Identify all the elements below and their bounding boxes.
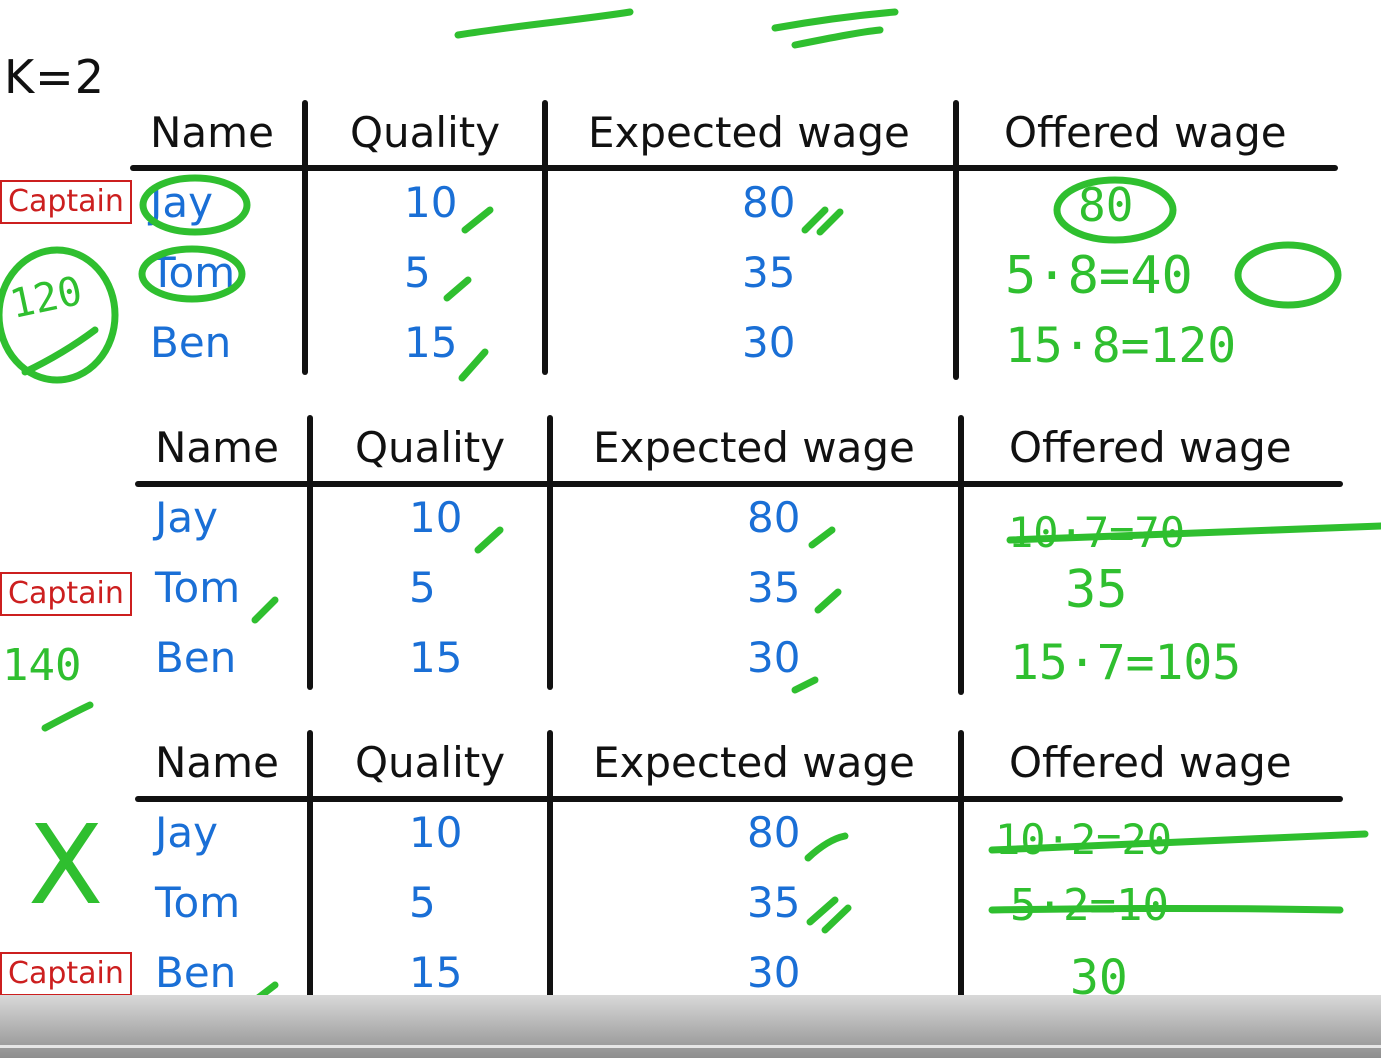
- name-cell: Tom: [155, 563, 241, 612]
- name-cell: Ben: [150, 318, 232, 367]
- header-offered-wage: Offered wage: [1004, 108, 1287, 157]
- k-label: K=2: [4, 50, 105, 104]
- header-quality: Quality: [355, 423, 506, 472]
- quality-cell: 5: [404, 248, 431, 297]
- ink-underline: [791, 26, 884, 49]
- ink-underline: [454, 8, 634, 39]
- ink-check: [21, 326, 99, 376]
- offered-wage-cell: 15·7=105: [1010, 635, 1242, 691]
- header-name: Name: [155, 423, 279, 472]
- expected-wage-cell: 35: [742, 248, 796, 297]
- header-quality: Quality: [350, 108, 501, 157]
- offered-wage-cell: 5·8=40: [1005, 246, 1193, 306]
- header-expected-wage: Expected wage: [593, 423, 915, 472]
- header-name: Name: [155, 738, 279, 787]
- expected-wage-cell: 30: [747, 948, 801, 997]
- table-3: Name Quality Expected wage Offered wage …: [135, 730, 1365, 1030]
- side-note: X: [28, 801, 104, 929]
- captain-label: Captain: [0, 572, 132, 616]
- ink-check: [41, 701, 94, 732]
- header-rule: [135, 481, 1343, 487]
- offered-wage-cell: 35: [1065, 560, 1128, 620]
- quality-cell: 5: [409, 878, 436, 927]
- offered-wage-cell: 10·7=70: [1008, 508, 1186, 557]
- offered-wage-cell: 5·2=10: [1010, 880, 1169, 931]
- header-quality: Quality: [355, 738, 506, 787]
- header-offered-wage: Offered wage: [1009, 423, 1292, 472]
- expected-wage-cell: 35: [747, 563, 801, 612]
- expected-wage-cell: 30: [742, 318, 796, 367]
- offered-wage-cell: 80: [1078, 178, 1134, 232]
- progress-track[interactable]: [0, 1045, 1381, 1048]
- column-divider: [307, 730, 313, 1005]
- column-divider: [958, 730, 964, 1010]
- name-cell: Jay: [155, 808, 218, 857]
- side-note: 140: [2, 640, 82, 691]
- expected-wage-cell: 80: [747, 493, 801, 542]
- table-2: Name Quality Expected wage Offered wage …: [135, 415, 1365, 715]
- quality-cell: 10: [409, 808, 463, 857]
- quality-cell: 10: [404, 178, 458, 227]
- name-cell: Tom: [155, 878, 241, 927]
- quality-cell: 15: [409, 948, 463, 997]
- column-divider: [958, 415, 964, 695]
- column-divider: [547, 415, 553, 690]
- name-cell: Ben: [155, 633, 237, 682]
- expected-wage-cell: 35: [747, 878, 801, 927]
- captain-label: Captain: [0, 952, 132, 996]
- side-note: 120: [6, 267, 87, 329]
- header-name: Name: [150, 108, 274, 157]
- column-divider: [953, 100, 959, 380]
- captain-label: Captain: [0, 180, 132, 224]
- header-expected-wage: Expected wage: [593, 738, 915, 787]
- column-divider: [547, 730, 553, 1005]
- ink-underline: [771, 8, 899, 32]
- name-cell: Jay: [155, 493, 218, 542]
- expected-wage-cell: 80: [747, 808, 801, 857]
- offered-wage-cell: 10·2=20: [995, 815, 1173, 864]
- video-controls-bar[interactable]: [0, 995, 1381, 1058]
- name-cell: Jay: [150, 178, 213, 227]
- quality-cell: 15: [404, 318, 458, 367]
- header-rule: [135, 796, 1343, 802]
- quality-cell: 5: [409, 563, 436, 612]
- name-cell: Ben: [155, 948, 237, 997]
- column-divider: [307, 415, 313, 690]
- expected-wage-cell: 30: [747, 633, 801, 682]
- expected-wage-cell: 80: [742, 178, 796, 227]
- header-rule: [130, 165, 1338, 171]
- header-expected-wage: Expected wage: [588, 108, 910, 157]
- offered-wage-cell: 15·8=120: [1005, 318, 1237, 374]
- quality-cell: 15: [409, 633, 463, 682]
- name-cell: Tom: [150, 248, 236, 297]
- column-divider: [302, 100, 308, 375]
- quality-cell: 10: [409, 493, 463, 542]
- column-divider: [542, 100, 548, 375]
- header-offered-wage: Offered wage: [1009, 738, 1292, 787]
